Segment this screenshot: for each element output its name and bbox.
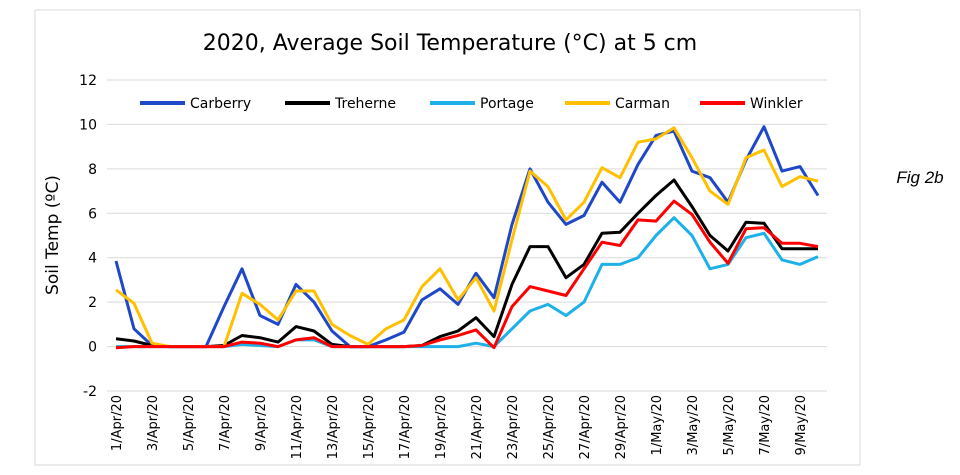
legend-label: Treherne (334, 96, 396, 112)
x-tick-label: 9/May/20 (794, 395, 809, 455)
y-tick-label: 6 (88, 206, 97, 222)
x-tick-label: 19/Apr/20 (434, 395, 449, 459)
x-tick-label: 3/Apr/20 (146, 395, 161, 451)
legend-label: Winkler (750, 96, 803, 112)
legend-label: Carberry (190, 96, 251, 112)
x-tick-label: 1/Apr/20 (110, 395, 125, 451)
legend-label: Portage (480, 96, 534, 112)
x-tick-label: 11/Apr/20 (290, 395, 305, 459)
x-tick-label: 23/Apr/20 (506, 395, 521, 459)
chart-title: 2020, Average Soil Temperature (°C) at 5… (203, 31, 697, 56)
x-tick-label: 15/Apr/20 (362, 395, 377, 459)
x-tick-label: 3/May/20 (686, 395, 701, 455)
x-tick-label: 27/Apr/20 (578, 395, 593, 459)
x-tick-label: 7/May/20 (758, 395, 773, 455)
x-tick-label: 29/Apr/20 (614, 395, 629, 459)
x-tick-label: 9/Apr/20 (254, 395, 269, 451)
series-line (115, 199, 819, 350)
x-tick-label: 21/Apr/20 (470, 395, 485, 459)
y-tick-label: 4 (88, 251, 97, 267)
x-tick-label: 13/Apr/20 (326, 395, 341, 459)
chart-frame (34, 9, 861, 466)
y-tick-label: 10 (79, 117, 97, 133)
legend-label: Carman (615, 96, 670, 112)
y-axis-label: Soil Temp (ºC) (43, 175, 63, 295)
series-line (115, 126, 819, 349)
y-tick-label: 2 (88, 295, 97, 311)
series-line (115, 178, 818, 349)
y-tick-label: 0 (88, 340, 97, 356)
y-tick-label: 12 (79, 73, 97, 89)
y-tick-label: -2 (83, 384, 97, 400)
x-tick-label: 25/Apr/20 (542, 395, 557, 459)
x-tick-label: 5/May/20 (722, 395, 737, 455)
x-tick-label: 7/Apr/20 (218, 395, 233, 451)
x-tick-label: 1/May/20 (650, 395, 665, 455)
y-tick-label: 8 (88, 162, 97, 178)
x-tick-label: 17/Apr/20 (398, 395, 413, 459)
annotation: Fig 2b (896, 168, 943, 187)
x-tick-label: 5/Apr/20 (182, 395, 197, 451)
